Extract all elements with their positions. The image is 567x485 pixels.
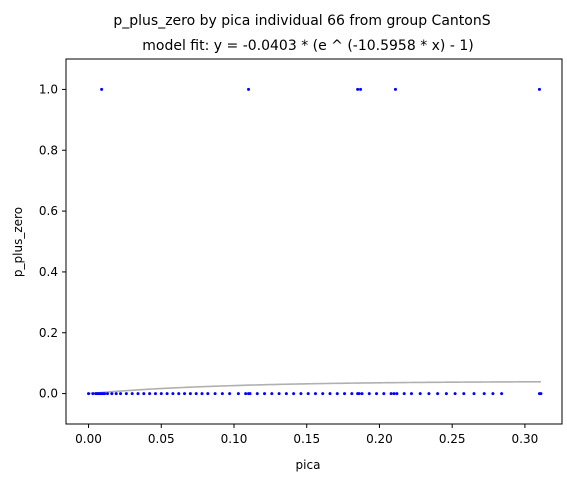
data-point [359,87,363,91]
data-point [228,392,232,396]
data-point [124,392,128,396]
x-tick-label: 0.10 [221,432,248,446]
data-point [350,392,354,396]
y-axis-ticks: 0.0 0.2 0.4 0.6 0.8 1.0 [39,82,66,401]
data-point [436,392,440,396]
x-tick-label: 0.15 [293,432,320,446]
data-point [206,392,210,396]
data-point [188,392,192,396]
data-point [165,392,169,396]
data-point [247,87,251,91]
data-point [357,392,361,396]
data-point [409,392,413,396]
x-tick-label: 0.25 [439,432,466,446]
plot-frame [65,58,563,425]
data-point [328,392,332,396]
data-point [389,392,393,396]
data-point [255,392,259,396]
data-point [444,392,448,396]
x-axis-ticks: 0.00 0.05 0.10 0.15 0.20 0.25 0.30 [75,424,538,446]
x-tick-label: 0.30 [512,432,539,446]
data-point [335,392,339,396]
data-point [248,392,252,396]
data-point [220,392,224,396]
data-point [105,392,109,396]
data-point [91,392,95,396]
x-tick-label: 0.05 [148,432,175,446]
y-tick-label: 0.6 [39,204,58,218]
data-point [263,392,267,396]
data-point [159,392,163,396]
y-tick-label: 0.8 [39,143,58,157]
data-point [367,392,371,396]
data-point [393,87,397,91]
fit-curve [88,380,541,395]
data-point [100,87,104,91]
data-point [395,392,399,396]
data-point [171,392,175,396]
data-point [539,392,543,396]
data-point [244,392,248,396]
data-point [270,392,274,396]
chart-title-line1: p_plus_zero by pica individual 66 from g… [113,13,490,29]
data-point [299,392,303,396]
data-point [284,392,288,396]
data-point [453,392,457,396]
y-tick-label: 0.2 [39,326,58,340]
data-point [177,392,181,396]
data-point [321,392,325,396]
fit-curve-layer [88,380,541,395]
data-point [491,392,495,396]
data-point [537,87,541,91]
data-point [194,392,198,396]
data-point [236,392,240,396]
data-point [392,392,396,396]
data-point [213,392,217,396]
data-point [343,392,347,396]
data-point [375,392,379,396]
data-point [148,392,152,396]
data-point [482,392,486,396]
data-point [87,392,91,396]
x-tick-label: 0.20 [366,432,393,446]
data-point [360,392,364,396]
data-point [382,392,386,396]
data-point [119,392,123,396]
y-tick-label: 0.0 [39,387,58,401]
data-point [472,392,476,396]
y-tick-label: 1.0 [39,82,58,96]
data-point [153,392,157,396]
chart-title-line2: model fit: y = -0.0403 * (e ^ (-10.5958 … [142,38,473,54]
data-point [292,392,296,396]
data-point [500,392,504,396]
data-point [427,392,431,396]
data-point [462,392,466,396]
data-point [418,392,422,396]
data-point [306,392,310,396]
data-points-layer [87,87,543,396]
data-point [277,392,281,396]
data-point [356,87,360,91]
data-point [103,392,107,396]
x-tick-label: 0.00 [75,432,102,446]
data-point [200,392,204,396]
data-point [313,392,317,396]
data-point [114,392,118,396]
x-axis-label: pica [296,458,321,472]
y-axis-label: p_plus_zero [11,207,25,277]
data-point [142,392,146,396]
data-point [136,392,140,396]
data-point [402,392,406,396]
data-point [130,392,134,396]
data-point [110,392,114,396]
data-point [183,392,187,396]
y-tick-label: 0.4 [39,265,58,279]
